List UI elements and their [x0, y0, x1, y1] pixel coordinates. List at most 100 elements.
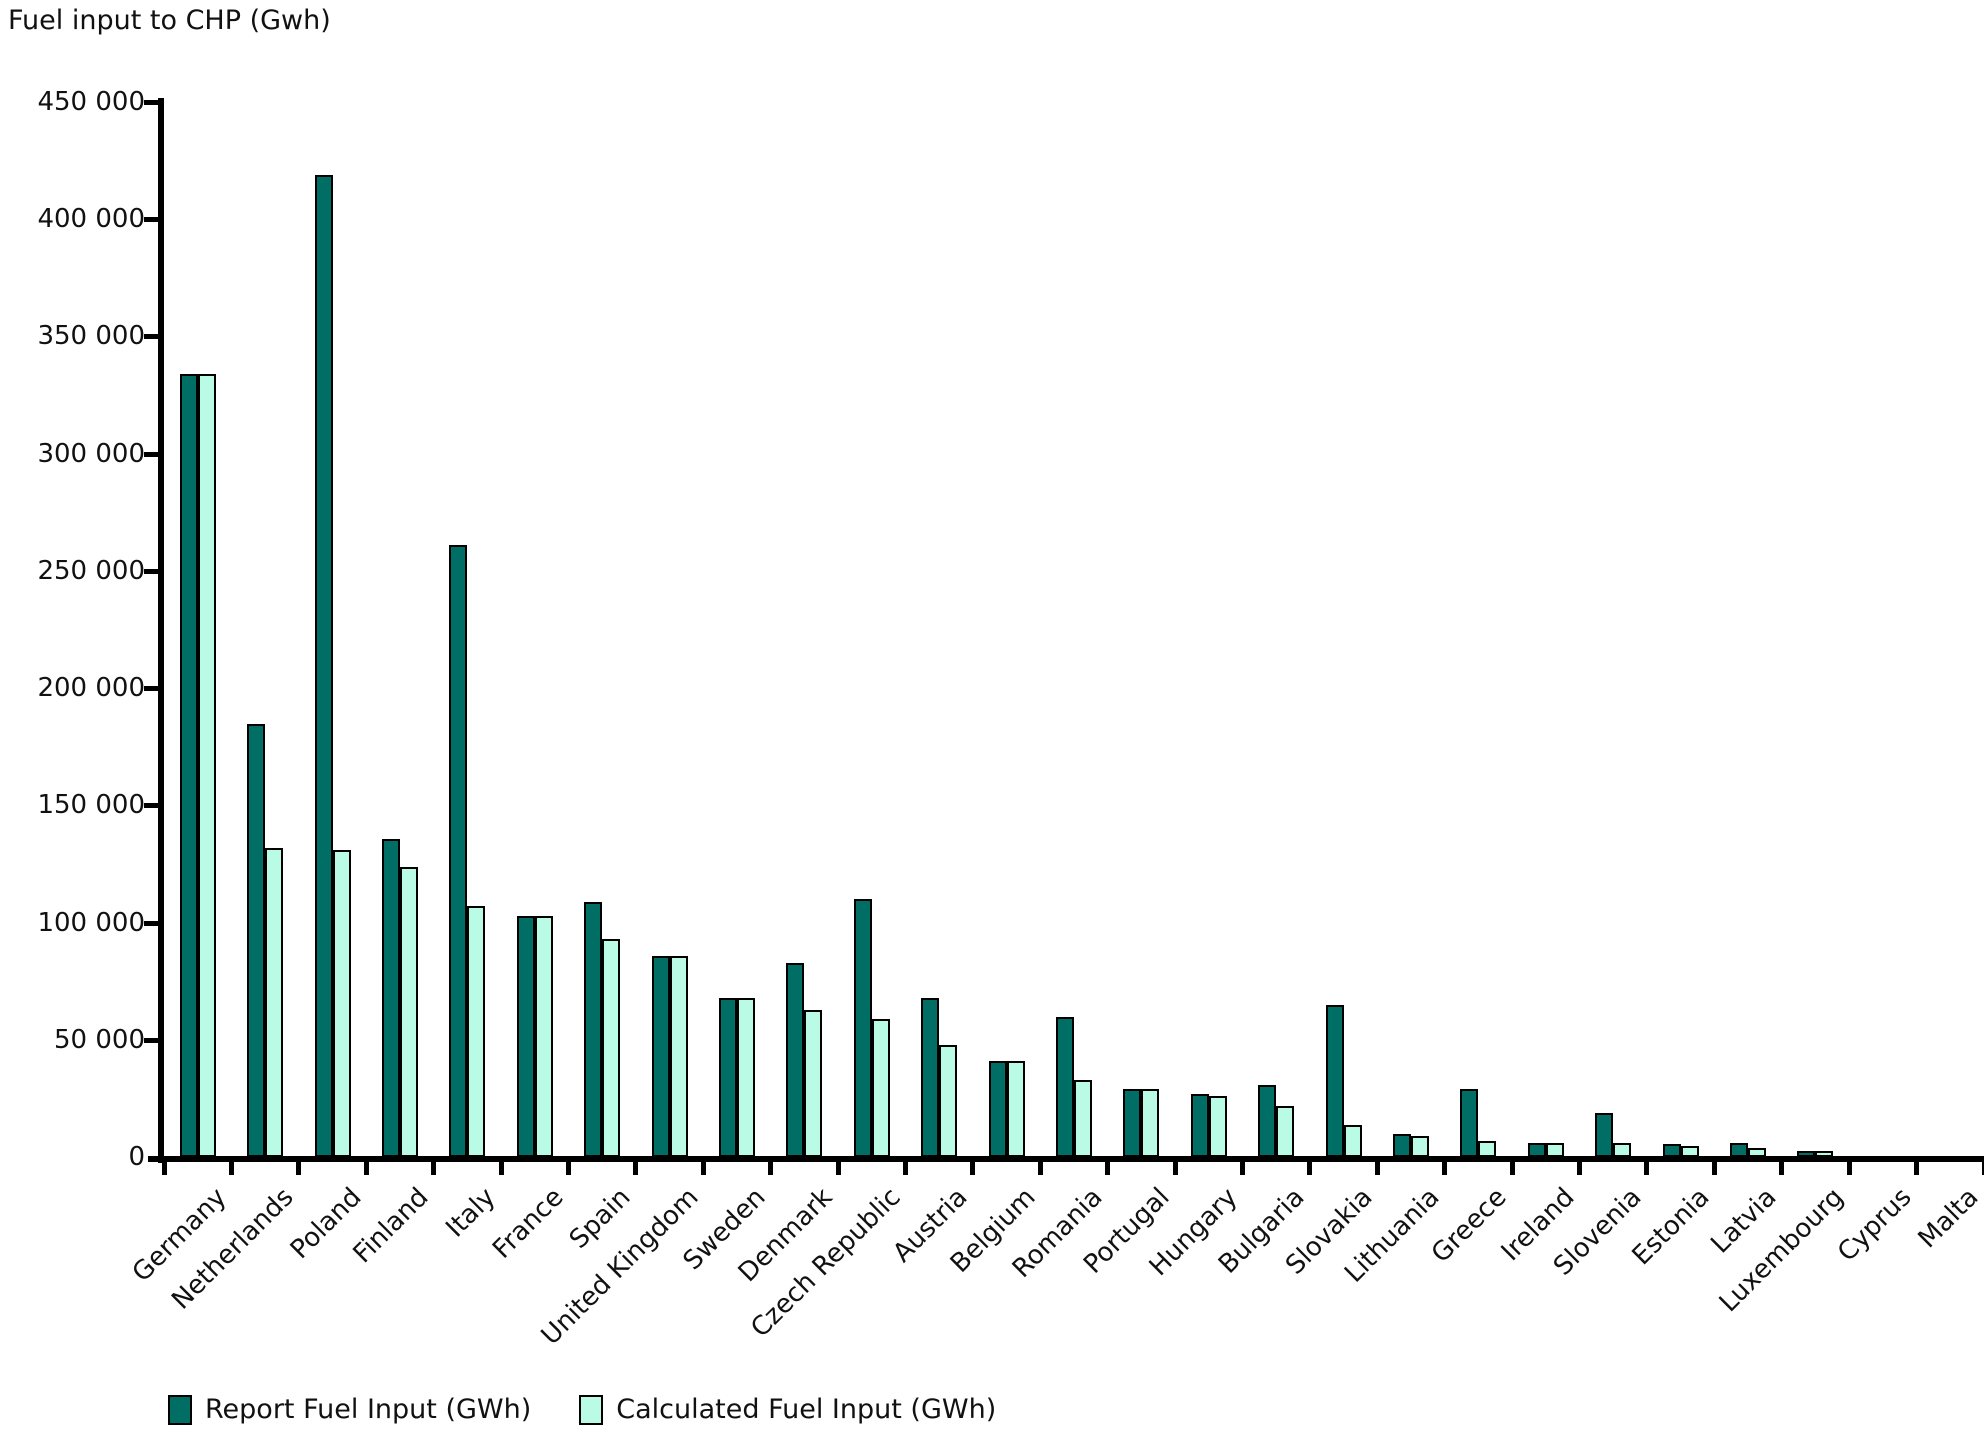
bar-germany-calculated — [197, 374, 216, 1157]
bar-france-report — [516, 915, 535, 1157]
bar-slovakia-report — [1325, 1004, 1344, 1157]
legend-item-calculated: Calculated Fuel Input (GWh) — [579, 1394, 996, 1425]
bar-sweden-report — [718, 997, 737, 1157]
bar-italy-calculated — [467, 906, 486, 1157]
x-axis-label-malta: Malta — [1912, 1182, 1984, 1255]
bar-luxembourg-calculated — [1815, 1151, 1834, 1157]
y-tick-label: 350 000 — [37, 321, 145, 352]
bar-estonia-calculated — [1680, 1145, 1699, 1157]
legend-label-report: Report Fuel Input (GWh) — [205, 1394, 532, 1425]
y-tick-label: 150 000 — [37, 790, 145, 821]
x-axis-label-cyprus: Cyprus — [1831, 1182, 1918, 1268]
x-tick — [1981, 1162, 1984, 1175]
bar-spain-calculated — [602, 939, 621, 1157]
x-tick — [1442, 1162, 1448, 1175]
bar-bulgaria-calculated — [1276, 1105, 1295, 1157]
x-tick — [970, 1162, 976, 1175]
y-tick — [144, 334, 160, 340]
y-tick — [144, 568, 160, 574]
y-tick-label: 200 000 — [37, 673, 145, 704]
x-axis-label-italy: Italy — [440, 1182, 502, 1244]
bar-spain-report — [584, 901, 603, 1157]
x-tick — [1644, 1162, 1650, 1175]
x-axis-label-france: France — [486, 1182, 570, 1265]
bar-ireland-report — [1527, 1143, 1546, 1157]
bar-austria-report — [921, 997, 940, 1157]
y-tick — [144, 100, 160, 105]
bar-latvia-report — [1730, 1143, 1749, 1157]
y-tick-label: 100 000 — [37, 907, 145, 938]
bar-czech-republic-report — [853, 899, 872, 1157]
bar-italy-report — [449, 545, 468, 1157]
chart-title: Fuel input to CHP (Gwh) — [8, 5, 331, 36]
x-tick — [1037, 1162, 1043, 1175]
bar-portugal-report — [1123, 1089, 1142, 1157]
bar-slovenia-report — [1595, 1112, 1614, 1157]
x-tick — [835, 1162, 841, 1175]
x-tick — [1779, 1162, 1785, 1175]
x-tick — [633, 1162, 639, 1175]
bar-romania-calculated — [1074, 1079, 1092, 1157]
bar-hungary-calculated — [1208, 1096, 1227, 1157]
x-tick — [700, 1162, 706, 1175]
x-tick — [768, 1162, 774, 1175]
x-tick — [1172, 1162, 1178, 1175]
y-tick-label: 250 000 — [37, 555, 145, 586]
bar-finland-calculated — [399, 866, 418, 1157]
x-tick — [1240, 1162, 1246, 1175]
bar-austria-calculated — [939, 1044, 958, 1157]
x-tick — [1914, 1162, 1920, 1175]
y-tick — [144, 686, 160, 692]
bar-netherlands-report — [247, 723, 266, 1157]
bar-portugal-calculated — [1141, 1089, 1160, 1157]
bar-france-calculated — [534, 915, 553, 1157]
bar-latvia-calculated — [1748, 1147, 1767, 1157]
y-tick-label: 50 000 — [54, 1024, 145, 1055]
bar-slovakia-calculated — [1343, 1124, 1362, 1157]
y-tick-label: 300 000 — [37, 438, 145, 469]
x-tick — [498, 1162, 504, 1175]
x-tick — [1711, 1162, 1717, 1175]
y-tick-label: 0 — [128, 1142, 145, 1172]
x-axis-line — [148, 1156, 1984, 1162]
bar-lithuania-calculated — [1411, 1136, 1430, 1157]
bar-greece-report — [1460, 1089, 1479, 1157]
bar-finland-report — [381, 838, 400, 1157]
y-axis-line — [158, 98, 164, 1163]
legend-swatch-calculated-icon — [579, 1394, 604, 1425]
bar-poland-report — [314, 175, 333, 1157]
y-tick — [144, 920, 160, 926]
bar-belgium-calculated — [1006, 1061, 1025, 1157]
bar-united-kingdom-calculated — [669, 955, 688, 1157]
bar-hungary-report — [1190, 1094, 1209, 1157]
x-tick — [1577, 1162, 1583, 1175]
bar-poland-calculated — [332, 850, 351, 1157]
bar-ireland-calculated — [1545, 1143, 1564, 1157]
x-tick — [431, 1162, 437, 1175]
bar-sweden-calculated — [736, 997, 755, 1157]
y-tick — [144, 1037, 160, 1043]
x-tick — [902, 1162, 908, 1175]
legend-swatch-report-icon — [168, 1394, 192, 1425]
x-tick — [1105, 1162, 1111, 1175]
x-tick — [1509, 1162, 1515, 1175]
bar-netherlands-calculated — [265, 847, 284, 1157]
y-tick-label: 400 000 — [37, 204, 145, 235]
bar-romania-report — [1056, 1016, 1074, 1157]
legend-item-report: Report Fuel Input (GWh) — [168, 1394, 531, 1425]
x-tick — [296, 1162, 302, 1175]
bar-lithuania-report — [1393, 1133, 1412, 1157]
bar-germany-report — [179, 374, 198, 1157]
y-tick — [144, 803, 160, 809]
y-tick-label: 450 000 — [37, 87, 145, 117]
bar-denmark-calculated — [804, 1009, 823, 1157]
bar-denmark-report — [786, 962, 805, 1157]
x-tick — [565, 1162, 571, 1175]
y-tick — [144, 217, 160, 223]
x-tick — [1374, 1162, 1380, 1175]
y-tick — [144, 451, 160, 457]
bar-greece-calculated — [1478, 1140, 1497, 1157]
bar-bulgaria-report — [1258, 1084, 1277, 1157]
bar-luxembourg-report — [1797, 1151, 1816, 1157]
